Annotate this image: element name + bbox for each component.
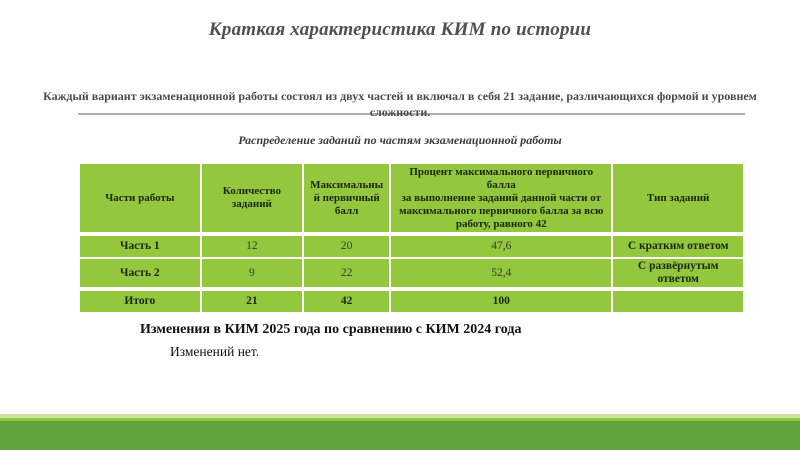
cell-task-type: С кратким ответом — [611, 232, 745, 259]
cell-task-type — [611, 287, 745, 314]
cell-max-score: 22 — [302, 257, 392, 290]
table-header-row: Части работы Количество заданий Максимал… — [78, 162, 745, 235]
cell-percent: 47,6 — [389, 232, 614, 259]
header-task-type: Тип заданий — [611, 162, 745, 235]
header-max-score: Максимальный первичный балл — [302, 162, 392, 235]
table-row-part2: Часть 2 9 22 52,4 С развёрнутым ответом — [78, 257, 745, 290]
cell-task-count: 9 — [199, 257, 305, 290]
band-stripe-light — [0, 414, 800, 418]
divider-line — [78, 113, 745, 115]
table-row-total: Итого 21 42 100 — [78, 287, 745, 314]
bottom-decoration — [0, 414, 800, 450]
header-parts: Части работы — [78, 162, 202, 235]
cell-part-name: Итого — [78, 287, 202, 314]
cell-task-type: С развёрнутым ответом — [611, 257, 745, 290]
cell-part-name: Часть 1 — [78, 232, 202, 259]
band-stripe-mid — [0, 418, 800, 421]
header-percent: Процент максимального первичного балла з… — [389, 162, 614, 235]
slide-title: Краткая характеристика КИМ по истории — [208, 19, 592, 40]
distribution-table: Части работы Количество заданий Максимал… — [78, 162, 745, 314]
changes-heading: Изменения в КИМ 2025 года по сравнению с… — [140, 322, 522, 337]
intro-text: Каждый вариант экзаменационной работы со… — [43, 89, 757, 119]
cell-max-score: 42 — [302, 287, 392, 314]
band-main — [0, 421, 800, 450]
cell-task-count: 12 — [199, 232, 305, 259]
cell-part-name: Часть 2 — [78, 257, 202, 290]
table-row-part1: Часть 1 12 20 47,6 С кратким ответом — [78, 232, 745, 259]
header-task-count: Количество заданий — [199, 162, 305, 235]
cell-percent: 52,4 — [389, 257, 614, 290]
cell-percent: 100 — [389, 287, 614, 314]
cell-task-count: 21 — [199, 287, 305, 314]
table-caption: Распределение заданий по частям экзамена… — [238, 133, 562, 147]
changes-text: Изменений нет. — [170, 344, 260, 359]
cell-max-score: 20 — [302, 232, 392, 259]
